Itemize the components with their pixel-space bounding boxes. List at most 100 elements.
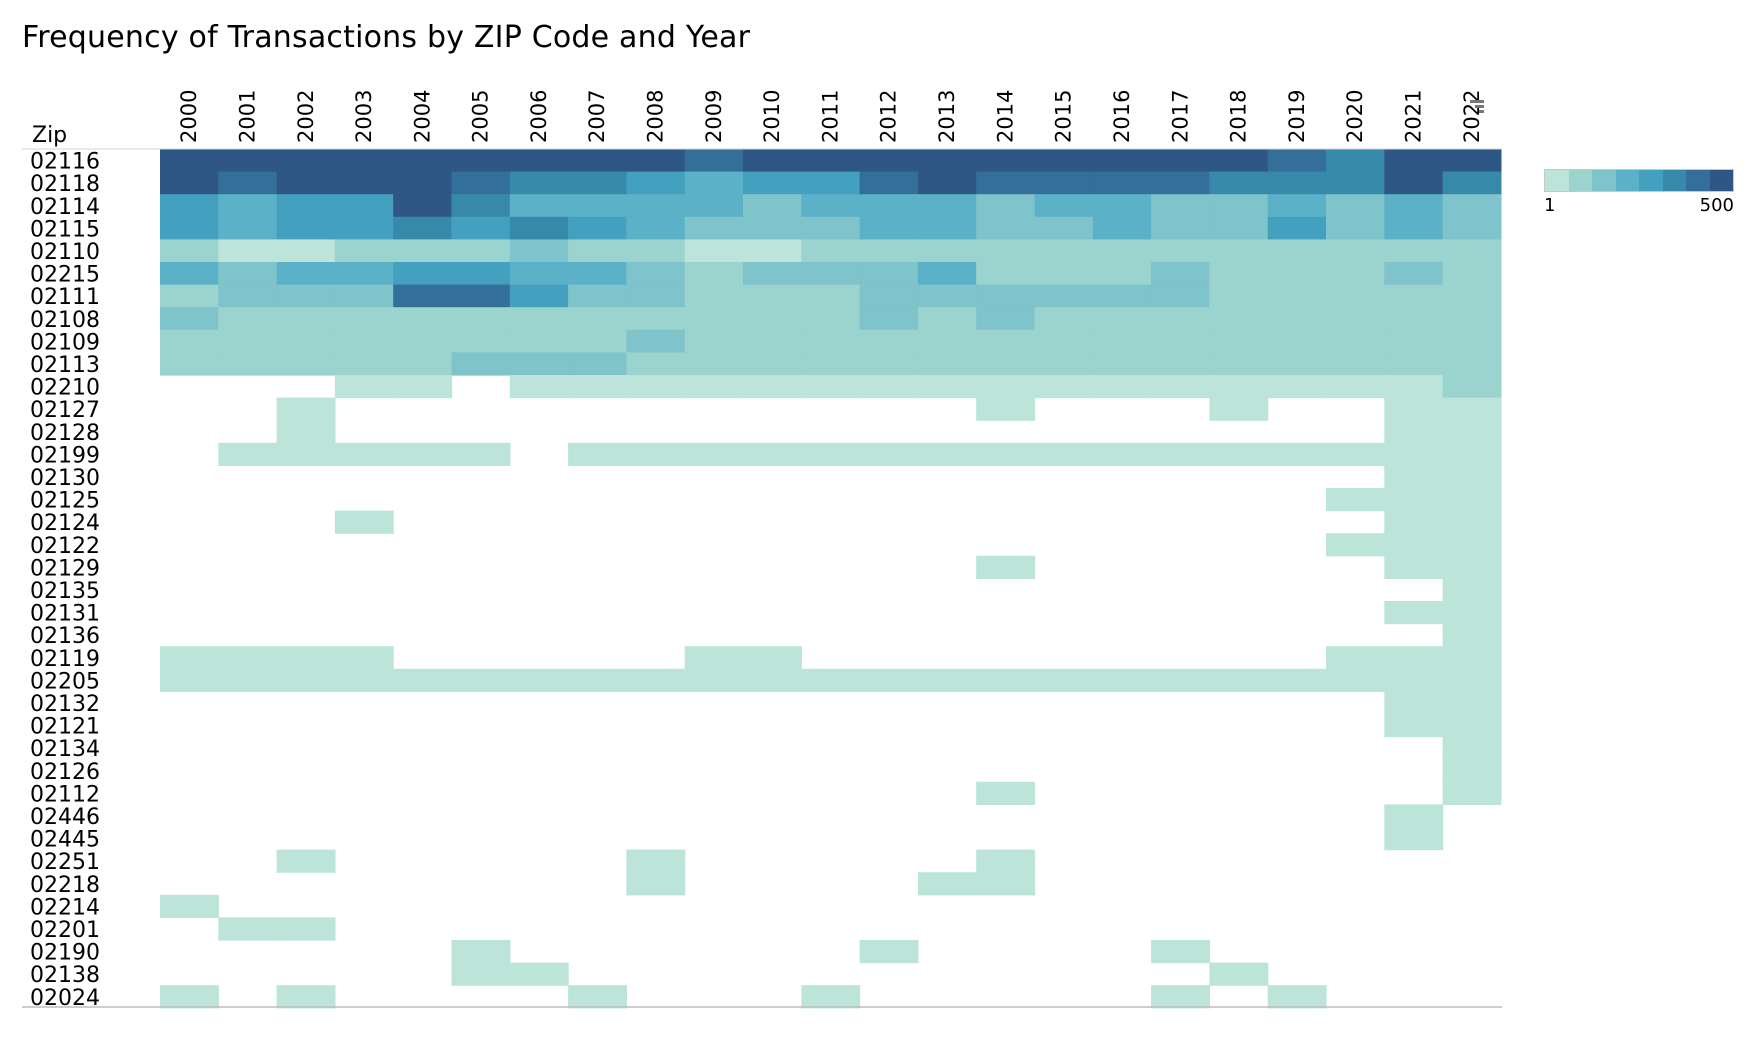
heatmap-cell-02110-2009[interactable] — [684, 239, 744, 263]
heatmap-cell-02115-2013[interactable] — [917, 216, 977, 240]
heatmap-cell-02114-2007[interactable] — [568, 194, 627, 218]
heatmap-cell-02113-2000[interactable] — [160, 352, 219, 376]
heatmap-cell-02205-2003[interactable] — [334, 668, 394, 692]
heatmap-cell-02199-2003[interactable] — [334, 442, 394, 466]
heatmap-cell-02115-2016[interactable] — [1092, 216, 1152, 240]
heatmap-cell-02118-2019[interactable] — [1267, 171, 1327, 195]
heatmap-cell-02210-2012[interactable] — [859, 375, 919, 399]
heatmap-cell-02127-2018[interactable] — [1209, 397, 1269, 421]
heatmap-cell-02116-2004[interactable] — [393, 149, 453, 173]
heatmap-cell-02210-2017[interactable] — [1151, 375, 1210, 399]
heatmap-cell-02119-2000[interactable] — [160, 646, 219, 670]
heatmap-cell-02199-2014[interactable] — [976, 442, 1036, 466]
heatmap-cell-02113-2019[interactable] — [1267, 352, 1327, 376]
heatmap-cell-02119-2010[interactable] — [743, 646, 802, 670]
heatmap-cell-02110-2003[interactable] — [334, 239, 394, 263]
heatmap-cell-02116-2008[interactable] — [626, 149, 686, 173]
heatmap-cell-02115-2010[interactable] — [743, 216, 802, 240]
heatmap-cell-02109-2014[interactable] — [976, 329, 1036, 353]
heatmap-cell-02108-2011[interactable] — [801, 307, 861, 331]
heatmap-cell-02114-2006[interactable] — [509, 194, 569, 218]
heatmap-cell-02116-2016[interactable] — [1092, 149, 1152, 173]
heatmap-cell-02110-2012[interactable] — [859, 239, 919, 263]
heatmap-cell-02445-2021[interactable] — [1384, 827, 1444, 851]
heatmap-cell-02111-2022[interactable] — [1442, 284, 1502, 308]
heatmap-cell-02128-2022[interactable] — [1442, 420, 1502, 444]
heatmap-cell-02128-2021[interactable] — [1384, 420, 1444, 444]
heatmap-cell-02132-2021[interactable] — [1384, 691, 1444, 715]
heatmap-cell-02024-2002[interactable] — [276, 985, 336, 1009]
heatmap-cell-02119-2020[interactable] — [1326, 646, 1385, 670]
heatmap-cell-02118-2021[interactable] — [1384, 171, 1444, 195]
heatmap-cell-02199-2007[interactable] — [568, 442, 627, 466]
heatmap-cell-02111-2003[interactable] — [334, 284, 394, 308]
heatmap-cell-02215-2009[interactable] — [684, 262, 744, 286]
heatmap-cell-02210-2011[interactable] — [801, 375, 861, 399]
heatmap-cell-02109-2022[interactable] — [1442, 329, 1502, 353]
heatmap-cell-02215-2013[interactable] — [917, 262, 977, 286]
heatmap-cell-02111-2018[interactable] — [1209, 284, 1269, 308]
heatmap-cell-02218-2008[interactable] — [626, 872, 686, 896]
heatmap-cell-02108-2004[interactable] — [393, 307, 453, 331]
heatmap-cell-02113-2012[interactable] — [859, 352, 919, 376]
heatmap-cell-02108-2008[interactable] — [626, 307, 686, 331]
heatmap-cell-02210-2014[interactable] — [976, 375, 1036, 399]
heatmap-cell-02205-2022[interactable] — [1442, 668, 1502, 692]
heatmap-cell-02110-2011[interactable] — [801, 239, 861, 263]
heatmap-cell-02114-2002[interactable] — [276, 194, 336, 218]
heatmap-cell-02114-2004[interactable] — [393, 194, 453, 218]
heatmap-cell-02199-2012[interactable] — [859, 442, 919, 466]
heatmap-cell-02108-2000[interactable] — [160, 307, 219, 331]
heatmap-cell-02113-2002[interactable] — [276, 352, 336, 376]
heatmap-cell-02115-2020[interactable] — [1326, 216, 1385, 240]
heatmap-cell-02108-2016[interactable] — [1092, 307, 1152, 331]
heatmap-cell-02114-2019[interactable] — [1267, 194, 1327, 218]
heatmap-cell-02118-2001[interactable] — [218, 171, 278, 195]
heatmap-cell-02114-2020[interactable] — [1326, 194, 1385, 218]
heatmap-cell-02114-2014[interactable] — [976, 194, 1036, 218]
heatmap-cell-02115-2011[interactable] — [801, 216, 861, 240]
heatmap-cell-02108-2013[interactable] — [917, 307, 977, 331]
heatmap-cell-02135-2022[interactable] — [1442, 578, 1502, 602]
heatmap-cell-02205-2016[interactable] — [1092, 668, 1152, 692]
heatmap-cell-02110-2002[interactable] — [276, 239, 336, 263]
heatmap-cell-02190-2005[interactable] — [451, 940, 511, 964]
heatmap-cell-02108-2009[interactable] — [684, 307, 744, 331]
heatmap-cell-02111-2005[interactable] — [451, 284, 511, 308]
heatmap-cell-02199-2016[interactable] — [1092, 442, 1152, 466]
heatmap-cell-02125-2020[interactable] — [1326, 488, 1385, 512]
heatmap-cell-02113-2018[interactable] — [1209, 352, 1269, 376]
heatmap-cell-02115-2000[interactable] — [160, 216, 219, 240]
heatmap-cell-02109-2001[interactable] — [218, 329, 278, 353]
heatmap-cell-02119-2021[interactable] — [1384, 646, 1444, 670]
heatmap-cell-02118-2008[interactable] — [626, 171, 686, 195]
heatmap-cell-02116-2009[interactable] — [684, 149, 744, 173]
heatmap-cell-02199-2010[interactable] — [743, 442, 802, 466]
heatmap-cell-02116-2014[interactable] — [976, 149, 1036, 173]
heatmap-cell-02109-2021[interactable] — [1384, 329, 1444, 353]
heatmap-cell-02108-2020[interactable] — [1326, 307, 1385, 331]
heatmap-cell-02210-2018[interactable] — [1209, 375, 1269, 399]
heatmap-cell-02110-2010[interactable] — [743, 239, 802, 263]
heatmap-cell-02113-2007[interactable] — [568, 352, 627, 376]
heatmap-cell-02109-2002[interactable] — [276, 329, 336, 353]
heatmap-cell-02108-2003[interactable] — [334, 307, 394, 331]
heatmap-cell-02113-2005[interactable] — [451, 352, 511, 376]
heatmap-cell-02111-2009[interactable] — [684, 284, 744, 308]
heatmap-cell-02111-2012[interactable] — [859, 284, 919, 308]
heatmap-cell-02114-2015[interactable] — [1034, 194, 1094, 218]
heatmap-cell-02119-2003[interactable] — [334, 646, 394, 670]
heatmap-cell-02199-2001[interactable] — [218, 442, 278, 466]
heatmap-cell-02109-2004[interactable] — [393, 329, 453, 353]
heatmap-cell-02113-2021[interactable] — [1384, 352, 1444, 376]
heatmap-cell-02218-2013[interactable] — [917, 872, 977, 896]
heatmap-cell-02108-2006[interactable] — [509, 307, 569, 331]
heatmap-cell-02115-2003[interactable] — [334, 216, 394, 240]
heatmap-cell-02114-2008[interactable] — [626, 194, 686, 218]
heatmap-cell-02115-2006[interactable] — [509, 216, 569, 240]
heatmap-cell-02122-2020[interactable] — [1326, 533, 1385, 557]
heatmap-cell-02125-2022[interactable] — [1442, 488, 1502, 512]
heatmap-cell-02110-2007[interactable] — [568, 239, 627, 263]
heatmap-cell-02199-2019[interactable] — [1267, 442, 1327, 466]
heatmap-cell-02205-2017[interactable] — [1151, 668, 1210, 692]
